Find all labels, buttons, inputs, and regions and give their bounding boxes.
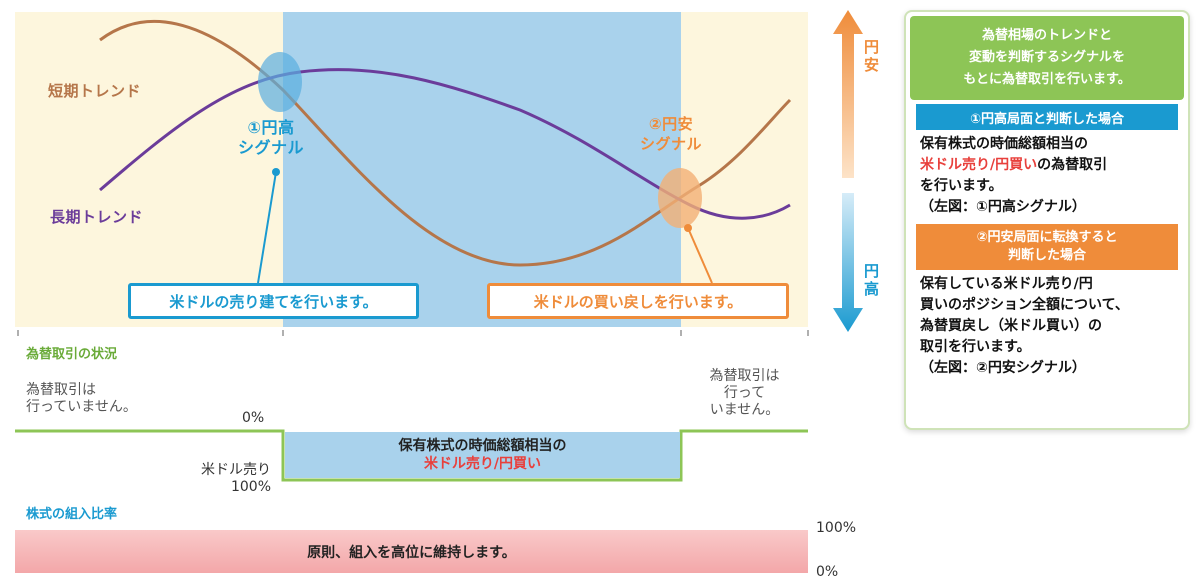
yen-axis-arrow [828, 8, 868, 338]
short-trend-line [99, 20, 792, 267]
case1-title: ①円高局面と判断した場合 [916, 104, 1178, 130]
long-trend-line [99, 68, 791, 220]
trend-chart [0, 0, 830, 340]
fx-status-title: 為替取引の状況 [26, 347, 118, 362]
up-arrow [833, 10, 863, 178]
case1-text: 保有株式の時価総額相当の 米ドル売り/円買いの為替取引 を行います。 （左図：①… [920, 136, 1108, 215]
fx-none-left: 為替取引は 行っていません。 [26, 382, 137, 415]
equity-title: 株式の組入比率 [26, 507, 118, 522]
hedge-line1: 保有株式の時価総額相当の [398, 438, 567, 454]
zero-pct-left: 0% [242, 410, 265, 426]
pct-100-right: 100% [816, 520, 857, 536]
signal-low-label: ②円安 シグナル [640, 115, 703, 153]
right-yellow-band [681, 12, 808, 327]
blue-band [283, 12, 681, 327]
fx-none-right: 為替取引は 行って いません。 [709, 368, 780, 418]
axis-yen-strong: 円高 [864, 262, 880, 298]
explanation-panel: 為替相場のトレンドと 変動を判断するシグナルを もとに為替取引を行います。 ①円… [904, 10, 1190, 430]
axis-yen-weak: 円安 [864, 38, 880, 74]
case2-text: 保有している米ドル売り/円 買いのポジション全額について、 為替買戻し（米ドル買… [920, 276, 1129, 376]
pct-0-right: 0% [816, 564, 839, 580]
short-trend-label: 短期トレンド [48, 82, 142, 100]
signal-low-marker [658, 168, 702, 228]
equity-band: 原則、組入を高位に維持します。 [15, 530, 808, 573]
fx-position-line [0, 420, 820, 490]
hedge-block: 保有株式の時価総額相当の 米ドル売り/円買い [285, 432, 680, 478]
sell-usd-box: 米ドルの売り建てを行います。 [128, 283, 419, 319]
usd-sell-label: 米ドル売り 100% [201, 462, 271, 495]
down-arrow [833, 193, 863, 332]
buyback-usd-box: 米ドルの買い戻しを行います。 [487, 283, 789, 319]
long-trend-label: 長期トレンド [50, 208, 144, 226]
case2-title: ②円安局面に転換すると 判断した場合 [916, 224, 1178, 270]
hedge-line2: 米ドル売り/円買い [423, 456, 542, 472]
equity-band-text: 原則、組入を高位に維持します。 [307, 544, 516, 561]
signal-high-marker [258, 52, 302, 112]
panel-header: 為替相場のトレンドと 変動を判断するシグナルを もとに為替取引を行います。 [910, 16, 1184, 100]
sell-connector [257, 171, 277, 284]
signal-high-label: ①円高 シグナル [238, 118, 305, 157]
trend-chart-svg [15, 12, 809, 340]
left-yellow-band [15, 12, 283, 327]
buyback-connector [687, 227, 713, 284]
